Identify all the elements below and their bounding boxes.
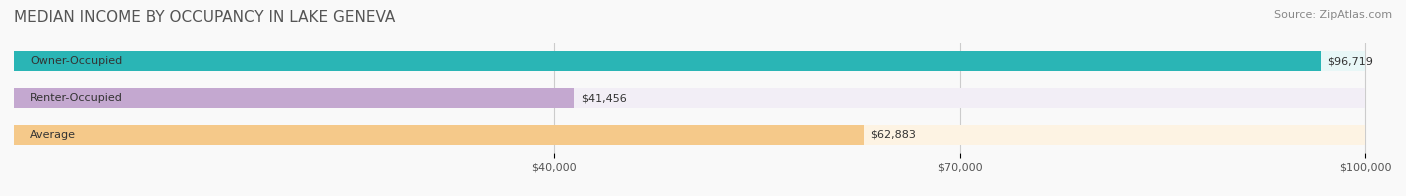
Bar: [14, 124, 1365, 145]
Bar: [14, 88, 574, 108]
Text: Owner-Occupied: Owner-Occupied: [31, 56, 122, 66]
Text: MEDIAN INCOME BY OCCUPANCY IN LAKE GENEVA: MEDIAN INCOME BY OCCUPANCY IN LAKE GENEV…: [14, 10, 395, 25]
Text: $96,719: $96,719: [1327, 56, 1374, 66]
Bar: [14, 124, 863, 145]
Text: Renter-Occupied: Renter-Occupied: [31, 93, 124, 103]
Text: Source: ZipAtlas.com: Source: ZipAtlas.com: [1274, 10, 1392, 20]
Text: $62,883: $62,883: [870, 130, 917, 140]
Bar: [14, 88, 1365, 108]
Bar: [14, 51, 1320, 72]
Bar: [14, 51, 1365, 72]
Text: Average: Average: [31, 130, 76, 140]
Text: $41,456: $41,456: [581, 93, 627, 103]
